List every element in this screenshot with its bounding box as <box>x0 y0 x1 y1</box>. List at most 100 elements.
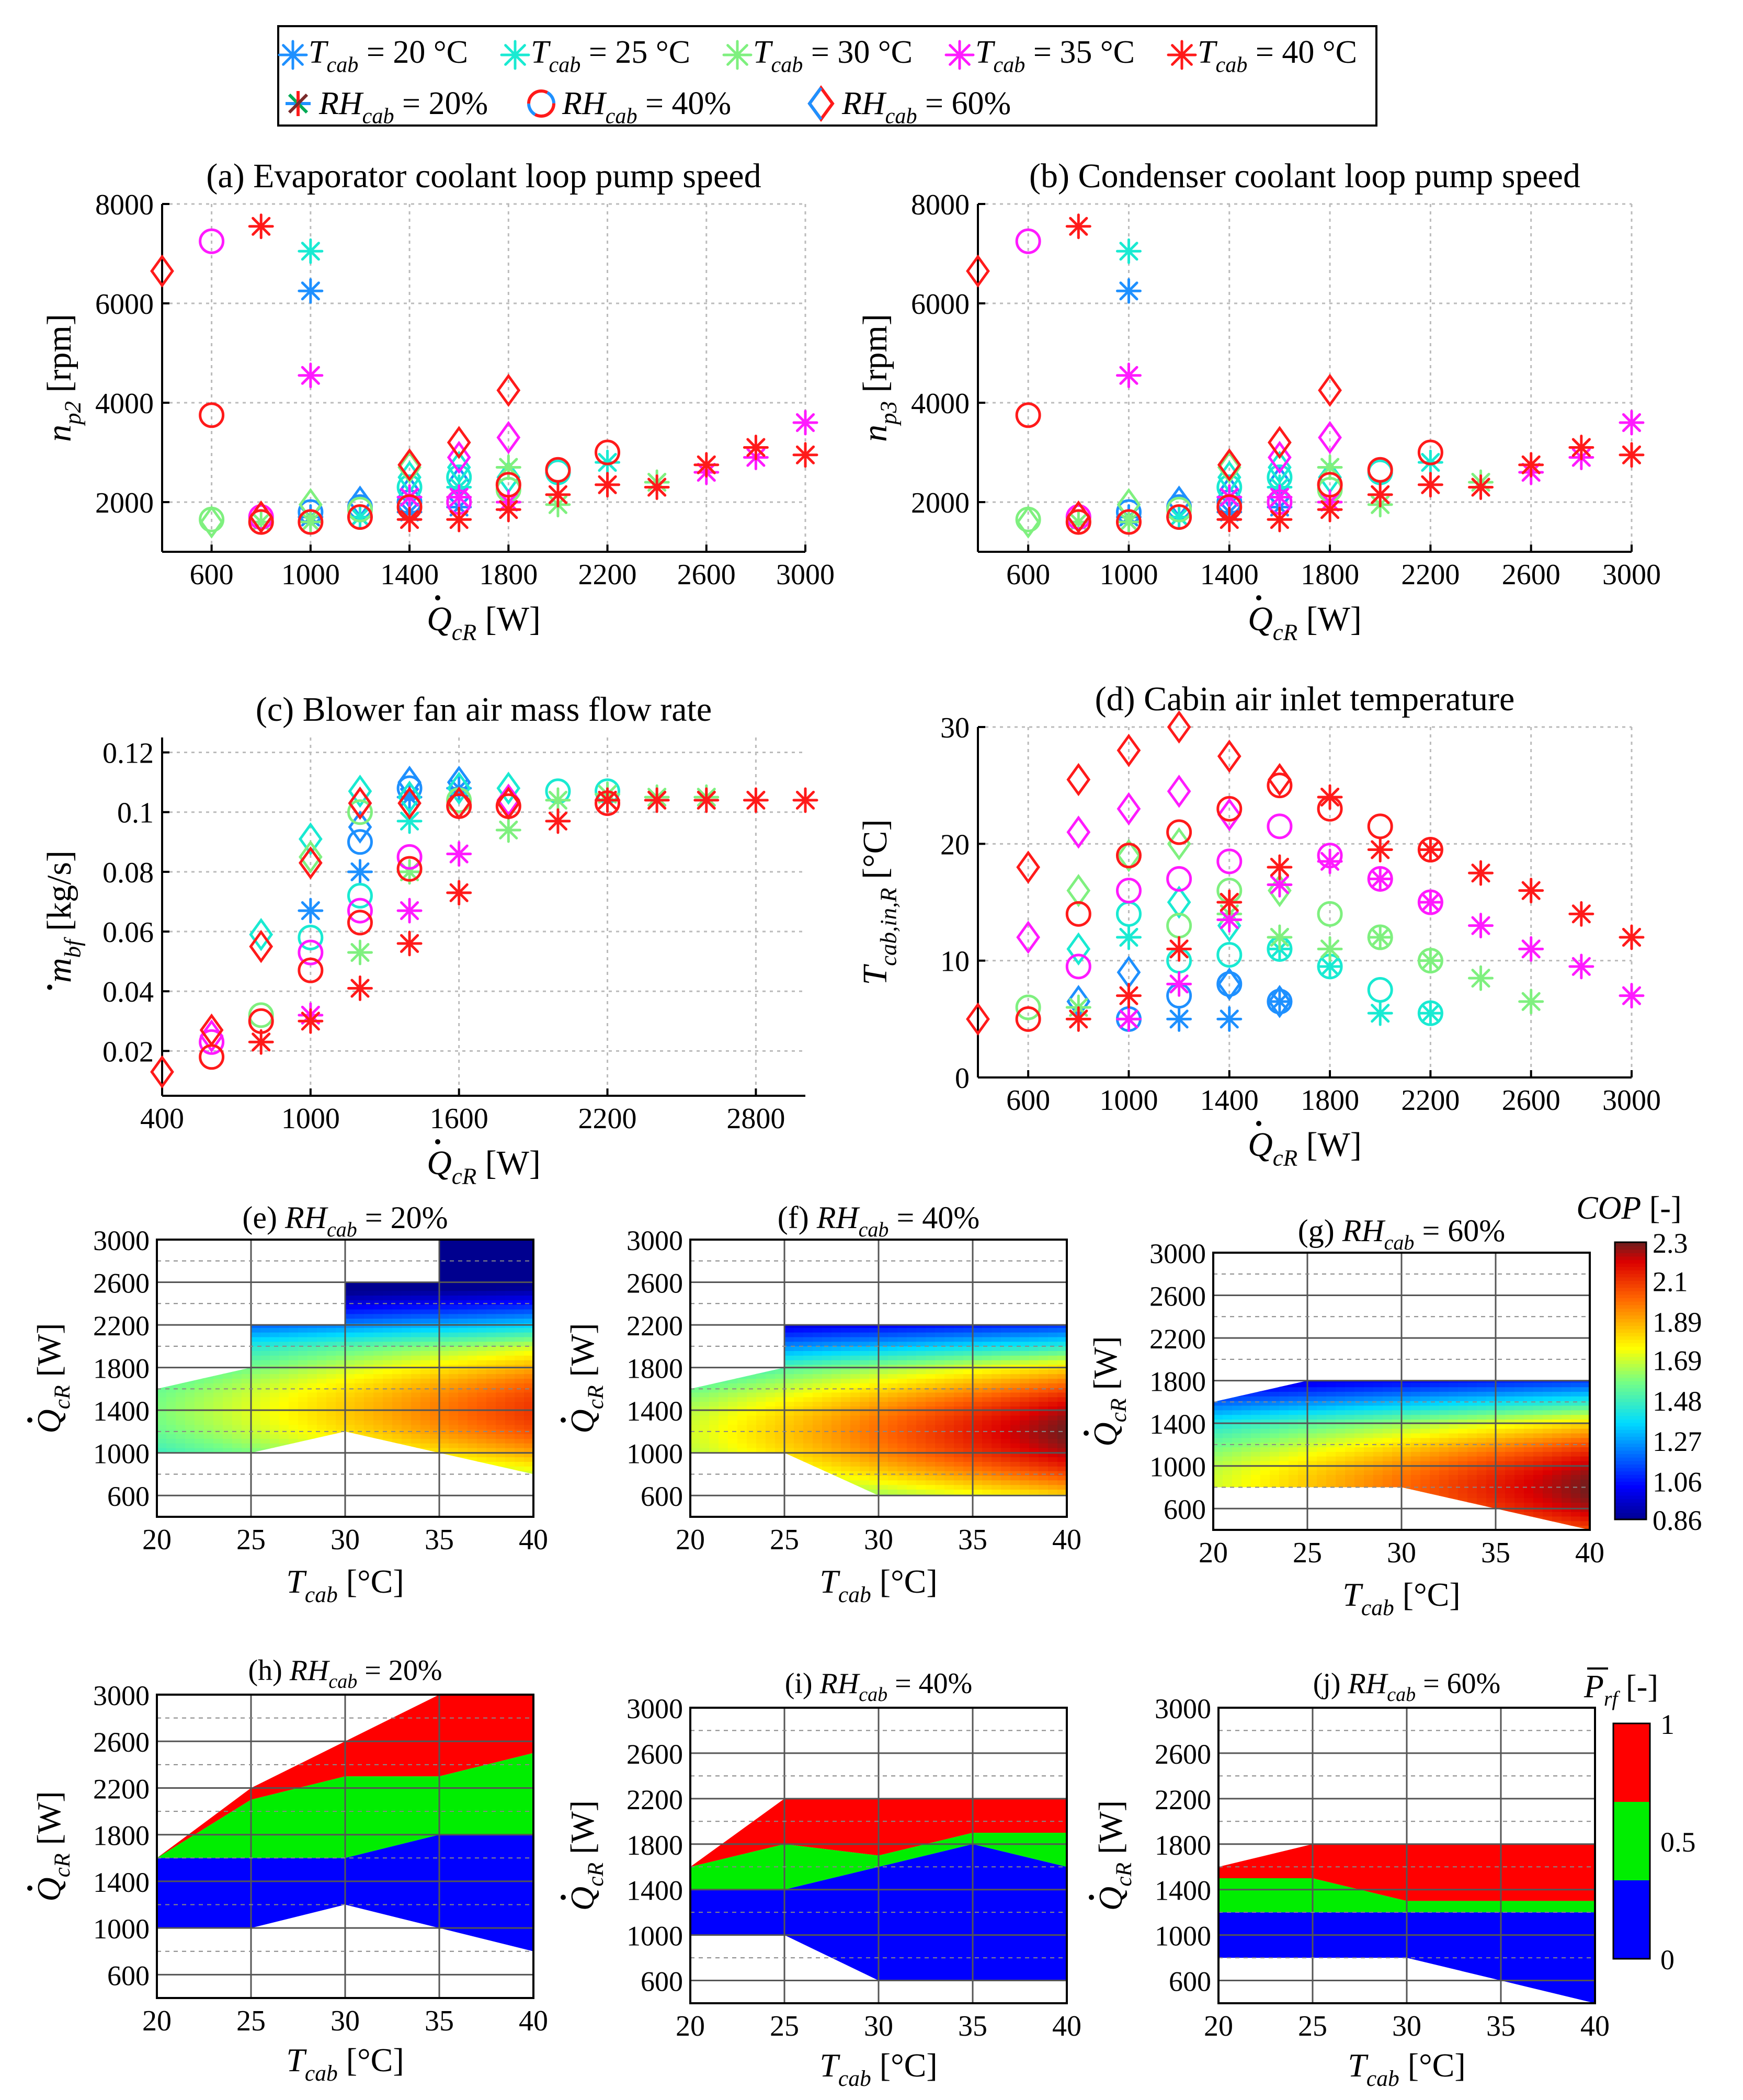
data-point-T40-5 <box>1065 1006 1091 1032</box>
cop-cell <box>907 1382 917 1388</box>
cop-cell <box>803 1346 813 1351</box>
cop-cell <box>879 1350 888 1356</box>
cop-cell <box>869 1410 879 1416</box>
cop-cell <box>307 1397 317 1402</box>
cop-cell <box>486 1438 496 1444</box>
cop-cell <box>260 1429 270 1434</box>
cop-cell <box>430 1373 440 1379</box>
cop-cell <box>869 1434 879 1439</box>
cop-cell <box>756 1415 766 1421</box>
cop-cell <box>524 1420 533 1425</box>
cop-cell <box>317 1346 327 1351</box>
data-point-T40-2 <box>1267 506 1293 532</box>
cop-cell <box>289 1327 299 1333</box>
cop-cell <box>524 1248 533 1254</box>
data-point-T40-20 <box>397 448 421 482</box>
cop-cell <box>700 1429 710 1434</box>
cop-cell <box>888 1359 898 1365</box>
data-point-T35-0 <box>1115 362 1142 389</box>
star-stroke <box>301 512 320 532</box>
cop-cell <box>505 1248 515 1254</box>
cop-cell <box>897 1438 907 1444</box>
cop-cell <box>420 1369 430 1375</box>
data-point-T40-12 <box>298 509 324 535</box>
cop-cell <box>850 1378 860 1383</box>
cop-cell <box>515 1309 525 1314</box>
cop-cell <box>486 1267 496 1273</box>
cop-cell <box>766 1424 776 1430</box>
cop-cell <box>439 1240 449 1245</box>
cop-cell <box>345 1401 355 1406</box>
cop-cell <box>794 1424 804 1430</box>
cop-cell <box>260 1401 270 1406</box>
cop-cell <box>841 1438 851 1444</box>
cop-cell <box>270 1438 280 1444</box>
cop-cell <box>373 1318 383 1323</box>
x-axis-label: QcR [W] <box>1248 1126 1362 1171</box>
cop-cell <box>364 1406 374 1411</box>
cop-cell <box>279 1373 289 1379</box>
cop-cell <box>307 1406 317 1411</box>
data-point-T20-0 <box>1115 278 1142 304</box>
cop-cell <box>477 1318 487 1323</box>
label-suffix: [W] <box>1297 1126 1362 1164</box>
cop-cell <box>326 1382 336 1388</box>
data-point-T40-22 <box>1318 373 1342 407</box>
cop-cell <box>709 1415 719 1421</box>
data-point-T40-0 <box>248 213 274 240</box>
cop-cell <box>737 1415 747 1421</box>
cop-cell <box>213 1410 223 1416</box>
data-point-T40-15 <box>1317 472 1343 498</box>
cop-cell <box>195 1401 204 1406</box>
cop-cell <box>879 1401 888 1406</box>
data-point-T40-4 <box>1367 482 1393 508</box>
star-stroke <box>301 366 320 385</box>
cop-cell <box>794 1406 804 1411</box>
cop-cell <box>690 1429 700 1434</box>
cop-cell <box>458 1248 468 1254</box>
x-tick-label: 3000 <box>1602 1084 1661 1117</box>
cop-cell <box>345 1415 355 1421</box>
data-point-T30-9 <box>1117 487 1141 521</box>
label-symbol: T <box>1198 35 1218 70</box>
label-subscript: cab,in,R <box>875 888 901 966</box>
cop-cell <box>888 1336 898 1342</box>
cop-cell <box>897 1341 907 1347</box>
data-point-T35-22 <box>1568 953 1594 980</box>
cop-cell <box>907 1420 917 1425</box>
cop-cell <box>383 1281 393 1287</box>
chart-b-pump-speed-condenser: 600 1000 1400 1800 2200 2600 30002000400060008… <box>856 157 1661 645</box>
cop-cell <box>869 1378 879 1383</box>
star-stroke <box>1371 840 1390 859</box>
cop-cell <box>524 1346 533 1351</box>
cop-cell <box>888 1387 898 1393</box>
cop-cell <box>411 1304 421 1310</box>
cop-cell <box>486 1355 496 1360</box>
star-stroke <box>1169 974 1189 994</box>
label-symbol: Q <box>1248 600 1273 638</box>
label-suffix: [W] <box>476 600 541 638</box>
label-suffix: [rpm] <box>40 314 78 401</box>
cop-cell <box>813 1373 823 1379</box>
cop-cell <box>270 1387 280 1393</box>
cop-cell <box>524 1281 533 1287</box>
cop-cell <box>355 1401 364 1406</box>
cop-cell <box>345 1424 355 1430</box>
data-point-T35-2 <box>396 898 423 924</box>
y-axis-label-group: mbf [kg/s] <box>40 850 85 990</box>
label-subscript: bf <box>59 937 85 958</box>
cop-cell <box>402 1281 412 1287</box>
star-stroke <box>301 242 320 261</box>
data-point-T40-14 <box>1216 889 1243 915</box>
cop-cell <box>831 1336 841 1342</box>
cop-cell <box>803 1382 813 1388</box>
data-point-T30-11 <box>1367 924 1393 950</box>
y-tick-label: 4000 <box>911 388 970 420</box>
star-stroke <box>1421 892 1440 912</box>
chart-c-blower-mass-flow: 400 1000 1600 2200 28000.020.040.060.080.10.… <box>40 690 818 1189</box>
cop-cell <box>251 1397 261 1402</box>
cop-cell <box>364 1286 374 1291</box>
cop-cell <box>185 1397 195 1402</box>
cop-cell <box>897 1332 907 1337</box>
label-subscript: cab <box>606 104 637 128</box>
